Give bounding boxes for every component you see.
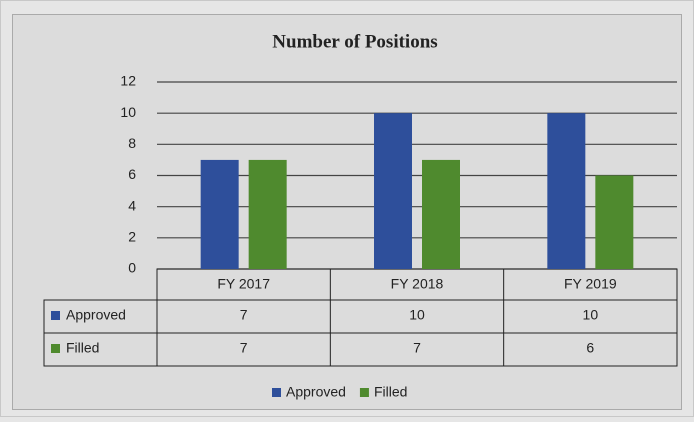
y-tick-label: 10 xyxy=(120,104,136,120)
legend-key xyxy=(359,388,369,397)
bar xyxy=(200,159,239,269)
legend-label: Filled xyxy=(374,384,407,400)
table-value: 10 xyxy=(583,307,599,323)
table-value: 7 xyxy=(240,340,248,356)
y-tick-label: 4 xyxy=(128,197,136,213)
bar xyxy=(248,159,287,269)
y-tick-label: 2 xyxy=(128,229,136,245)
bar xyxy=(547,113,586,270)
chart-title: Number of Positions xyxy=(272,31,437,52)
legend-key xyxy=(272,388,281,397)
bar xyxy=(374,113,412,270)
table-row-label: Approved xyxy=(66,307,126,323)
y-tick-label: 12 xyxy=(120,73,136,89)
y-tick-label: 8 xyxy=(128,135,136,151)
y-tick-label: 6 xyxy=(128,166,136,182)
y-tick-label: 0 xyxy=(128,260,136,276)
table-legend-key xyxy=(51,344,60,353)
table-value: 10 xyxy=(409,307,425,323)
bar xyxy=(422,159,460,269)
bar xyxy=(595,175,634,269)
x-tick-label: FY 2017 xyxy=(217,276,270,292)
x-tick-label: FY 2019 xyxy=(564,276,617,292)
table-value: 6 xyxy=(586,340,594,356)
x-tick-label: FY 2018 xyxy=(391,276,444,292)
table-value: 7 xyxy=(413,340,421,356)
table-legend-key xyxy=(51,311,60,320)
table-row-label: Filled xyxy=(66,340,99,356)
legend-label: Approved xyxy=(286,384,346,400)
table-value: 7 xyxy=(240,307,248,323)
